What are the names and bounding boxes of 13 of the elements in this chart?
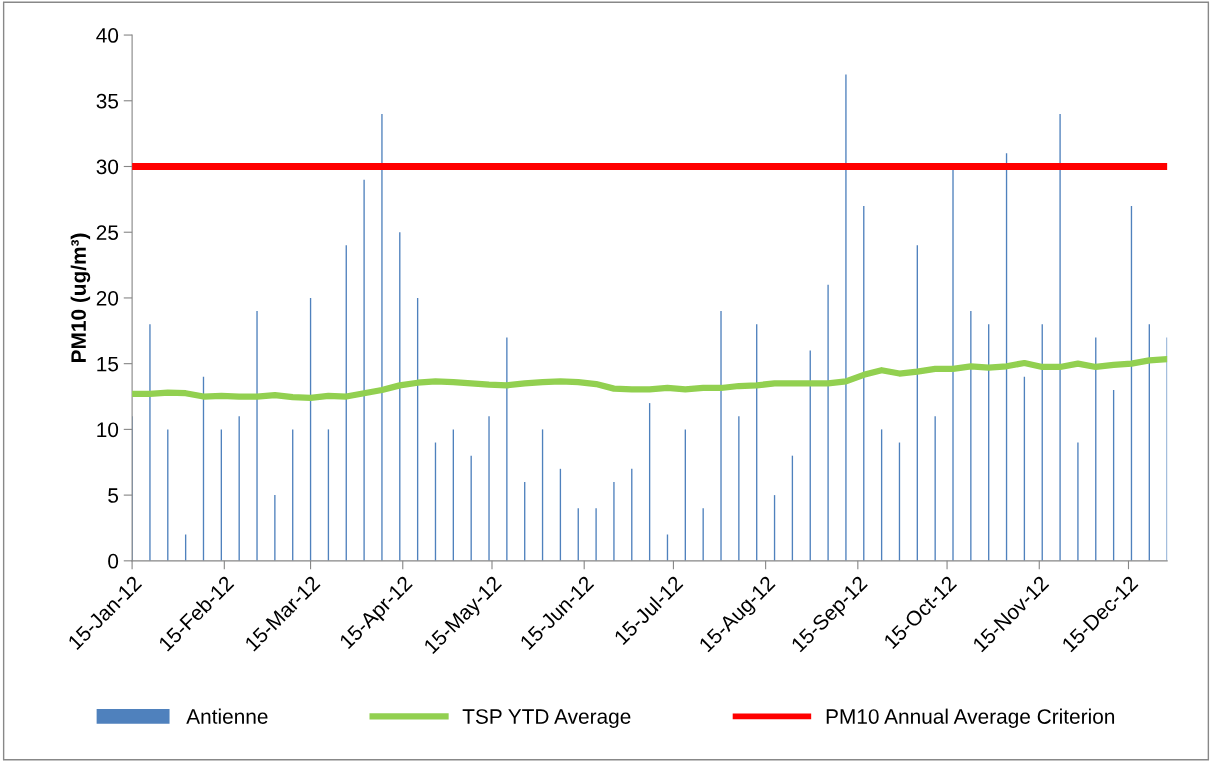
y-tick-label: 15 — [97, 356, 119, 372]
y-tick-label: 20 — [96, 290, 119, 306]
legend-label: PM10 Annual Average Criterion — [826, 708, 1115, 729]
y-tick-label: 5 — [108, 488, 119, 503]
y-axis-title: PM10 (ug/m³) — [70, 233, 91, 362]
legend-label: TSP YTD Average — [462, 709, 631, 729]
y-tick-label: 35 — [96, 93, 119, 109]
y-tick-label: 10 — [97, 422, 119, 438]
y-tick-label: 30 — [96, 159, 119, 175]
legend-label: Antienne — [186, 708, 268, 724]
y-tick-label: 40 — [96, 28, 119, 43]
y-tick-label: 0 — [108, 553, 119, 569]
y-tick-label: 25 — [96, 225, 119, 240]
